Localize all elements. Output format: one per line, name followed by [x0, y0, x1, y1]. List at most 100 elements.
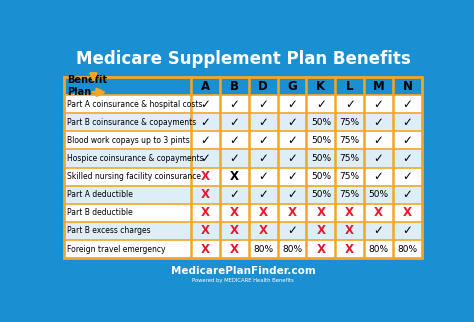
Text: Plan: Plan	[67, 87, 91, 97]
Text: ✓: ✓	[229, 98, 239, 111]
Text: X: X	[345, 206, 354, 219]
Text: X: X	[201, 206, 210, 219]
Bar	[64, 95, 422, 113]
Text: X: X	[230, 206, 239, 219]
Text: 50%: 50%	[311, 136, 331, 145]
Text: ✓: ✓	[229, 134, 239, 147]
Text: 80%: 80%	[368, 244, 389, 253]
Text: Part B excess charges: Part B excess charges	[66, 226, 150, 235]
Text: X: X	[288, 206, 297, 219]
Text: X: X	[230, 224, 239, 237]
Bar	[64, 131, 422, 149]
Text: X: X	[201, 242, 210, 256]
Text: D: D	[258, 80, 268, 93]
Text: 50%: 50%	[311, 172, 331, 181]
Text: 80%: 80%	[397, 244, 418, 253]
Text: ✓: ✓	[258, 98, 268, 111]
Text: ✓: ✓	[258, 188, 268, 201]
Text: ✓: ✓	[258, 170, 268, 183]
Text: ✓: ✓	[258, 116, 268, 129]
Text: ✓: ✓	[374, 152, 383, 165]
Text: ✓: ✓	[374, 116, 383, 129]
Text: ✓: ✓	[201, 152, 210, 165]
Text: ✓: ✓	[258, 152, 268, 165]
Text: ✓: ✓	[287, 170, 297, 183]
Text: Part A deductible: Part A deductible	[66, 190, 132, 199]
Text: 75%: 75%	[340, 136, 360, 145]
Bar	[64, 204, 422, 222]
Text: ✓: ✓	[316, 98, 326, 111]
Text: L: L	[346, 80, 354, 93]
Text: ✓: ✓	[374, 224, 383, 237]
Text: X: X	[201, 224, 210, 237]
Text: ✓: ✓	[374, 134, 383, 147]
Text: ✓: ✓	[287, 224, 297, 237]
Text: ✓: ✓	[287, 116, 297, 129]
Text: ✓: ✓	[402, 134, 412, 147]
Bar	[64, 186, 422, 204]
Text: 75%: 75%	[340, 118, 360, 127]
Text: X: X	[230, 170, 239, 183]
Text: ✓: ✓	[402, 116, 412, 129]
Text: Foreign travel emergency: Foreign travel emergency	[66, 244, 165, 253]
Text: X: X	[259, 206, 268, 219]
Text: Part B deductible: Part B deductible	[66, 208, 132, 217]
Text: ✓: ✓	[402, 188, 412, 201]
Text: 50%: 50%	[368, 190, 389, 199]
Text: X: X	[316, 206, 325, 219]
Text: Part A coinsurance & hospital costs: Part A coinsurance & hospital costs	[66, 100, 202, 109]
Bar	[64, 77, 422, 258]
Text: ✓: ✓	[229, 188, 239, 201]
Text: 75%: 75%	[340, 172, 360, 181]
Text: ✓: ✓	[402, 170, 412, 183]
Text: ✓: ✓	[374, 170, 383, 183]
Text: ✓: ✓	[287, 152, 297, 165]
Text: X: X	[230, 242, 239, 256]
Bar	[64, 222, 422, 240]
Text: G: G	[287, 80, 297, 93]
Bar	[64, 240, 422, 258]
Text: Powered by MEDICARE Health Benefits: Powered by MEDICARE Health Benefits	[192, 278, 294, 283]
Text: 75%: 75%	[340, 154, 360, 163]
Text: ✓: ✓	[201, 98, 210, 111]
Text: 50%: 50%	[311, 190, 331, 199]
Bar	[64, 77, 422, 95]
Text: ✓: ✓	[402, 152, 412, 165]
Text: Skilled nursing facility coinsurance: Skilled nursing facility coinsurance	[66, 172, 201, 181]
Text: N: N	[402, 80, 412, 93]
Text: K: K	[316, 80, 326, 93]
Text: X: X	[345, 242, 354, 256]
Text: ✓: ✓	[201, 134, 210, 147]
Text: 75%: 75%	[340, 190, 360, 199]
Text: Blood work copays up to 3 pints: Blood work copays up to 3 pints	[66, 136, 189, 145]
Text: ✓: ✓	[287, 188, 297, 201]
Text: 50%: 50%	[311, 154, 331, 163]
Bar	[64, 113, 422, 131]
Text: A: A	[201, 80, 210, 93]
Text: 50%: 50%	[311, 118, 331, 127]
Text: X: X	[201, 188, 210, 201]
Text: MedicarePlanFinder.c​om: MedicarePlanFinder.c​om	[171, 266, 315, 276]
Text: 80%: 80%	[253, 244, 273, 253]
Bar	[64, 167, 422, 186]
Text: X: X	[201, 170, 210, 183]
Text: ✓: ✓	[345, 98, 355, 111]
Text: 80%: 80%	[282, 244, 302, 253]
Text: X: X	[403, 206, 412, 219]
Text: X: X	[316, 224, 325, 237]
Text: B: B	[230, 80, 239, 93]
Text: M: M	[373, 80, 384, 93]
Text: Hospice coinsurance & copayments: Hospice coinsurance & copayments	[66, 154, 203, 163]
Text: Benefit: Benefit	[67, 75, 107, 85]
Text: ✓: ✓	[402, 98, 412, 111]
Bar	[64, 149, 422, 167]
Text: ✓: ✓	[258, 134, 268, 147]
Text: Part B coinsurance & copayments: Part B coinsurance & copayments	[66, 118, 196, 127]
Text: Medicare Supplement Plan Benefits: Medicare Supplement Plan Benefits	[75, 50, 410, 68]
Text: ✓: ✓	[287, 134, 297, 147]
Text: X: X	[374, 206, 383, 219]
Text: X: X	[345, 224, 354, 237]
Text: X: X	[316, 242, 325, 256]
Text: ✓: ✓	[229, 116, 239, 129]
Text: ✓: ✓	[201, 116, 210, 129]
